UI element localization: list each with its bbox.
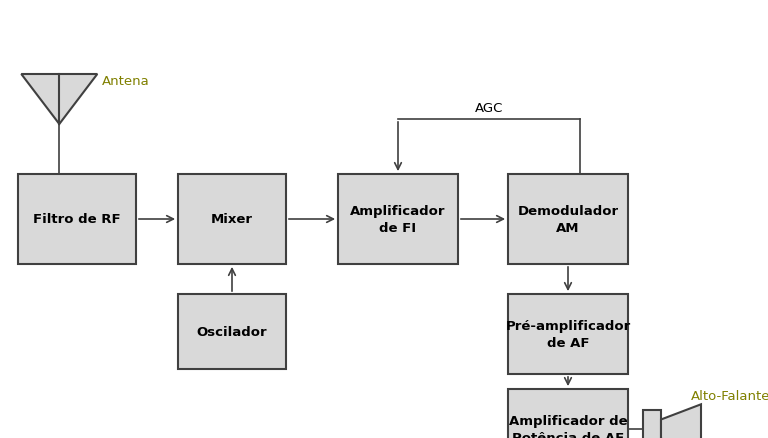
Text: AGC: AGC bbox=[475, 102, 503, 115]
Text: Oscilador: Oscilador bbox=[197, 325, 267, 338]
Bar bbox=[178, 175, 286, 265]
Text: Demodulador
AM: Demodulador AM bbox=[518, 205, 618, 234]
Bar bbox=[178, 294, 286, 369]
Bar bbox=[18, 175, 136, 265]
Text: Amplificador de
Potência de AF: Amplificador de Potência de AF bbox=[508, 414, 627, 438]
Bar bbox=[643, 410, 661, 438]
Bar bbox=[508, 294, 628, 374]
Text: Filtro de RF: Filtro de RF bbox=[33, 213, 121, 226]
Bar bbox=[508, 175, 628, 265]
Polygon shape bbox=[661, 404, 701, 438]
Text: Amplificador
de FI: Amplificador de FI bbox=[350, 205, 445, 234]
Polygon shape bbox=[22, 75, 98, 125]
Text: Pré-amplificador
de AF: Pré-amplificador de AF bbox=[505, 319, 631, 349]
Text: Alto-Falante: Alto-Falante bbox=[691, 389, 768, 402]
Bar bbox=[508, 389, 628, 438]
Bar bbox=[338, 175, 458, 265]
Text: Mixer: Mixer bbox=[211, 213, 253, 226]
Text: Antena: Antena bbox=[102, 75, 150, 88]
